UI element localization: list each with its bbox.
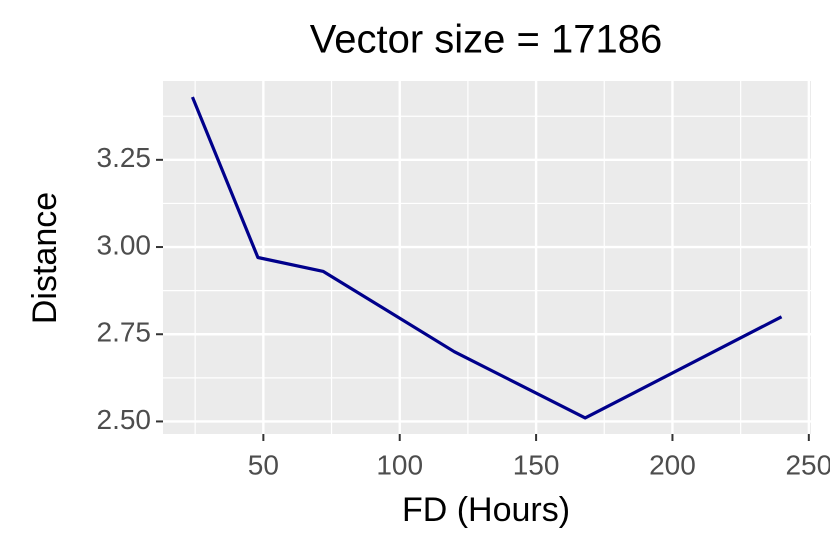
x-tick-label: 50 [248,449,279,480]
y-tick-label: 3.00 [97,229,152,260]
x-axis-label: FD (Hours) [402,491,570,529]
line [190,96,783,420]
x-tick-label: 150 [513,449,560,480]
y-tick-label: 2.75 [97,317,152,348]
panel [163,81,811,434]
x-tick-label: 250 [785,449,830,480]
x-tick-label: 100 [376,449,423,480]
y-axis-label: Distance [26,192,64,324]
y-tick-label: 2.50 [97,404,152,435]
chart-title: Vector size = 17186 [310,18,662,62]
y-tick-label: 3.25 [97,142,152,173]
x-tick-label: 200 [649,449,696,480]
